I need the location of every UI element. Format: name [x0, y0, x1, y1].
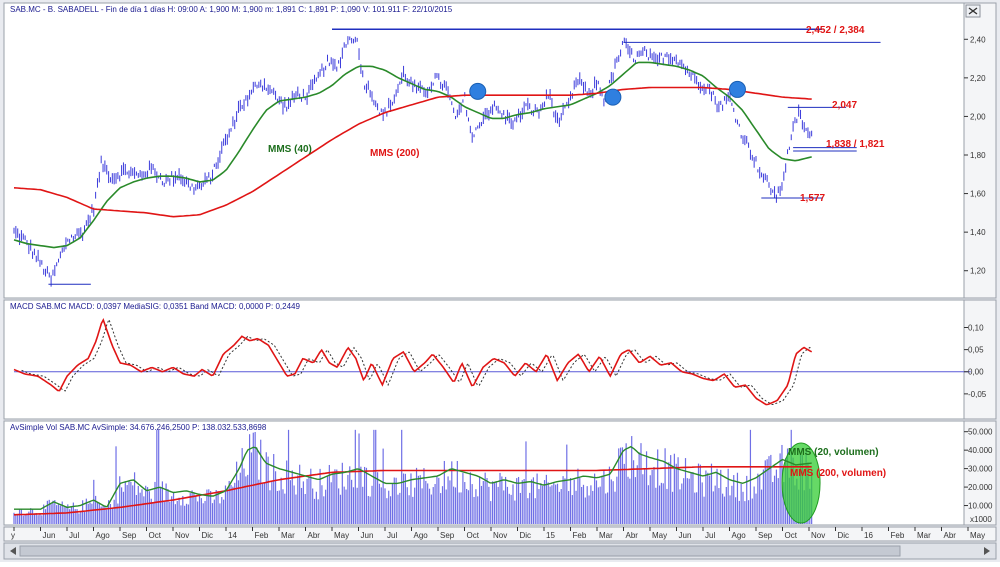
- annotation-vol-mms20: MMS (20, volumen): [788, 447, 879, 458]
- macd-tick-label: 0,00: [968, 368, 984, 377]
- volume-plot: [13, 429, 821, 524]
- volume-unit-label: x1000: [970, 515, 992, 524]
- time-tick-label: 14: [228, 531, 237, 540]
- time-tick-label: Abr: [308, 531, 321, 540]
- price-plot: [13, 28, 881, 287]
- volume-tick-label: 40.000: [968, 446, 993, 455]
- time-tick-label: Feb: [573, 531, 587, 540]
- time-tick-label: May: [970, 531, 985, 540]
- annotation-mms40: MMS (40): [268, 144, 312, 155]
- time-tick-label: 15: [546, 531, 555, 540]
- volume-panel-header: AvSimple Vol SAB.MC AvSimple: 34.676.246…: [10, 423, 267, 432]
- time-tick-label: Jun: [679, 531, 692, 540]
- scroll-left-arrow-icon[interactable]: [10, 547, 16, 555]
- time-tick-label: Feb: [255, 531, 269, 540]
- time-tick-label: Dic: [520, 531, 532, 540]
- time-tick-label: Mar: [599, 531, 613, 540]
- time-tick-label: Jun: [361, 531, 374, 540]
- time-tick-label: Jul: [387, 531, 397, 540]
- time-tick-label: May: [334, 531, 349, 540]
- annotation-1838: 1,838 / 1,821: [826, 139, 885, 150]
- macd-plot: [13, 318, 971, 406]
- scrollbar-thumb[interactable]: [19, 545, 901, 557]
- time-tick-label: Sep: [122, 531, 137, 540]
- macd-axis-bg: [963, 299, 997, 420]
- price-bars: [13, 36, 813, 287]
- price-tick-label: 1,60: [970, 190, 986, 199]
- time-tick-label: Ago: [96, 531, 111, 540]
- window-close-button[interactable]: [965, 4, 981, 18]
- macd-tick-label: 0,05: [968, 346, 984, 355]
- volume-tick-label: 30.000: [968, 465, 993, 474]
- annotation-resistance: 2,452 / 2,384: [806, 25, 865, 36]
- macd-signal-line: [21, 318, 812, 406]
- price-tick-label: 1,80: [970, 151, 986, 160]
- price-tick-label: 2,40: [970, 35, 986, 44]
- volume-tick-label: 20.000: [968, 483, 993, 492]
- time-tick-label: Nov: [811, 531, 825, 540]
- crossing-marker: [469, 82, 487, 100]
- volume-tick-label: 10.000: [968, 502, 993, 511]
- time-tick-label: Jul: [705, 531, 715, 540]
- price-panel-header: SAB.MC - B. SABADELL - Fin de día 1 días…: [10, 5, 453, 14]
- price-tick-label: 1,40: [970, 228, 986, 237]
- time-tick-label: Ago: [732, 531, 747, 540]
- time-tick-label: Feb: [891, 531, 905, 540]
- macd-line: [13, 318, 813, 406]
- time-tick-label: Sep: [758, 531, 773, 540]
- macd-tick-label: -0,05: [968, 390, 987, 399]
- volume-tick-label: 50.000: [968, 428, 993, 437]
- price-axis-bg: [963, 2, 997, 299]
- time-tick-label: Dic: [202, 531, 214, 540]
- annotation-vol-mms200: MMS (200, volumen): [790, 468, 886, 479]
- price-tick-label: 2,20: [970, 74, 986, 83]
- price-tick-label: 2,00: [970, 112, 986, 121]
- macd-panel-bg: [3, 299, 965, 420]
- time-tick-label: Mar: [917, 531, 931, 540]
- volume-mms20-line: [14, 445, 812, 510]
- crossing-marker: [728, 80, 746, 98]
- time-tick-label: Ago: [414, 531, 429, 540]
- macd-panel-header: MACD SAB.MC MACD: 0,0397 MediaSIG: 0,035…: [10, 302, 300, 311]
- close-icon: [968, 7, 978, 15]
- annotations: MMS (40) MMS (200) 2,452 / 2,384 2,047 1…: [268, 25, 886, 479]
- macd-tick-label: 0,10: [968, 323, 984, 332]
- annotation-mms200: MMS (200): [370, 148, 419, 159]
- time-tick-label: Sep: [440, 531, 455, 540]
- time-tick-label: Nov: [175, 531, 189, 540]
- price-tick-label: 1,20: [970, 267, 986, 276]
- time-tick-label: Abr: [626, 531, 639, 540]
- time-tick-label: Oct: [149, 531, 162, 540]
- volume-axis-bg: [963, 420, 997, 526]
- mms40-line: [13, 61, 812, 249]
- axes: 2,40 2,20 2,00 1,80 1,60 1,40 1,20 0,10 0,05 0,00…: [11, 35, 993, 540]
- time-tick-label: Abr: [944, 531, 957, 540]
- time-tick-label: Nov: [493, 531, 507, 540]
- time-tick-label: Dic: [838, 531, 850, 540]
- annotation-1577: 1,577: [800, 193, 825, 204]
- time-tick-label: May: [652, 531, 667, 540]
- time-tick-label: y: [11, 531, 15, 540]
- time-tick-label: Oct: [467, 531, 480, 540]
- time-tick-label: Jul: [69, 531, 79, 540]
- scroll-right-arrow-icon[interactable]: [984, 547, 990, 555]
- crossing-marker: [604, 88, 622, 106]
- time-tick-label: Jun: [43, 531, 56, 540]
- annotation-2047: 2,047: [832, 100, 857, 111]
- time-tick-label: Oct: [785, 531, 798, 540]
- mms200-line: [13, 86, 812, 218]
- time-tick-label: 16: [864, 531, 873, 540]
- volume-mms200-line: [13, 466, 812, 516]
- time-tick-label: Mar: [281, 531, 295, 540]
